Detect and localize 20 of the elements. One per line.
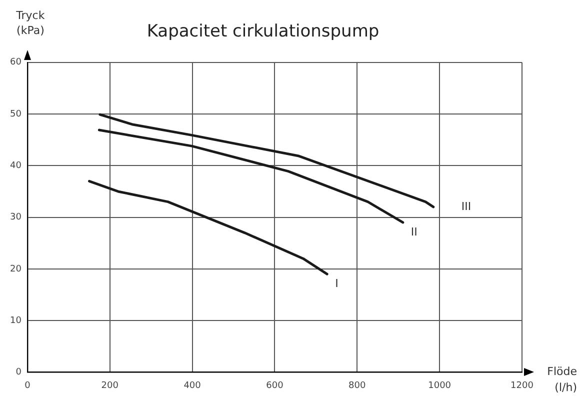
- x-tick-label: 400: [184, 380, 202, 391]
- x-tick-label: 200: [101, 380, 119, 391]
- y-tick-label: 0: [16, 368, 22, 378]
- y-tick-label: 20: [10, 264, 22, 274]
- x-tick-label: 800: [348, 380, 366, 391]
- chart-title: Kapacitet cirkulationspump: [146, 22, 380, 42]
- x-tick-label: 0: [24, 380, 31, 391]
- y-axis-title: Tryck (kPa): [15, 8, 46, 37]
- x-tick-label: 1200: [510, 380, 534, 391]
- y-tick-label: 10: [10, 316, 22, 326]
- text: III: [461, 200, 472, 213]
- x-axis-title: Flöde (l/h): [547, 365, 578, 394]
- y-tick-label: 50: [10, 109, 22, 120]
- y-tick-label: 60: [10, 58, 22, 68]
- y-tick-label: 30: [10, 212, 22, 223]
- series-label: I: [335, 276, 338, 290]
- y-tick-label: 40: [10, 161, 22, 172]
- x-tick-label: 600: [266, 380, 284, 391]
- series-label: II: [410, 225, 418, 238]
- x-tick-label: 1000: [428, 380, 452, 391]
